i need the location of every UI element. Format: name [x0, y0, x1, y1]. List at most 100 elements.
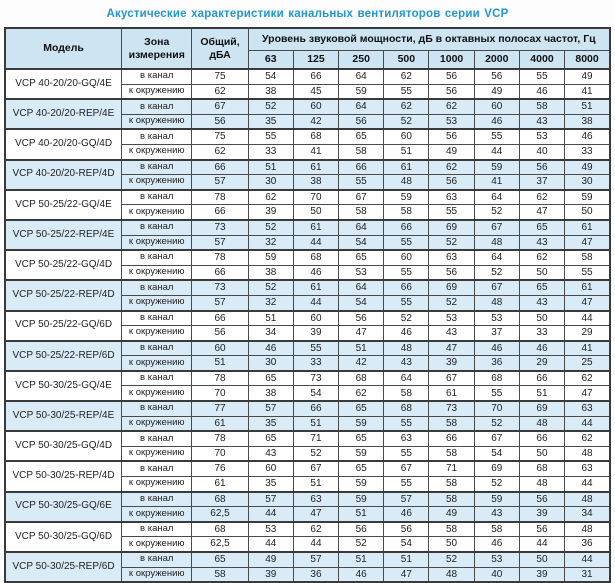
table-row-ambient: к окружению 51 30 33 42 43 39 36 29 25	[5, 355, 611, 372]
band-value-cell: 47	[428, 339, 475, 357]
table-row-duct: VCP 50-30/25-REP/6D в канал 65 49 57 51 51 52 53…	[4, 550, 611, 583]
band-value-cell: 37	[473, 325, 520, 342]
band-value-cell: 53	[473, 309, 520, 327]
band-value-cell: 39	[428, 355, 475, 372]
table-row-duct: VCP 50-30/25-REP/4E в канал 77 57 66 65 68 73 70…	[4, 400, 611, 432]
zone-cell: к окружению	[121, 506, 193, 523]
band-value-cell: 71	[292, 430, 340, 447]
band-value-cell: 56	[428, 83, 475, 100]
header-spl-group: Уровень звуковой мощности, дБ в октавных…	[247, 27, 611, 51]
band-value-cell: 61	[292, 158, 340, 176]
band-value-cell: 60	[292, 98, 340, 115]
total-dba-cell: 75	[191, 128, 249, 145]
band-value-cell: 66	[338, 158, 385, 176]
table-header: Модель Зона измерения Общий, дБА Уровень…	[4, 27, 611, 70]
band-value-cell: 47	[564, 294, 611, 312]
band-value-cell: 67	[292, 460, 340, 478]
band-value-cell: 56	[338, 520, 385, 538]
band-value-cell: 56	[518, 158, 566, 176]
band-value-cell: 35	[247, 113, 294, 130]
band-value-cell: 44	[292, 234, 340, 251]
band-value-cell: 66	[292, 67, 340, 85]
band-value-cell: 46	[518, 339, 566, 357]
band-value-cell: 53	[518, 128, 566, 145]
band-value-cell: 68	[292, 128, 340, 145]
band-value-cell: 71	[428, 460, 475, 478]
band-value-cell: 60	[383, 249, 430, 266]
band-value-cell: 39	[518, 566, 566, 583]
band-value-cell: 47	[338, 325, 385, 342]
table-row-ambient: к окружению 62,5 44 44 52 54 50 46 44 36	[5, 536, 611, 553]
band-value-cell: 52	[473, 204, 520, 221]
band-value-cell: 44	[564, 309, 611, 327]
band-value-cell: 53	[473, 550, 520, 568]
band-value-cell: 47	[292, 506, 340, 523]
band-value-cell: 39	[247, 204, 294, 221]
band-value-cell: 50	[564, 204, 611, 221]
zone-cell: в канал	[121, 369, 193, 387]
total-dba-cell: 57	[191, 234, 249, 251]
model-cell: VCP 50-30/25-GQ/4D	[4, 430, 123, 462]
band-value-cell: 59	[383, 188, 430, 206]
band-value-cell: 58	[383, 204, 430, 221]
band-value-cell: 55	[383, 234, 430, 251]
band-value-cell: 55	[564, 264, 611, 281]
model-cell: VCP 50-25/22-REP/6D	[4, 339, 123, 372]
band-value-cell: 51	[292, 476, 340, 493]
model-cell: VCP 40-20/20-GQ/4E	[4, 67, 123, 100]
band-value-cell: 31	[564, 566, 611, 583]
band-value-cell: 45	[292, 83, 340, 100]
model-cell: VCP 50-30/25-GQ/6E	[4, 490, 123, 523]
band-value-cell: 73	[292, 369, 340, 387]
band-value-cell: 59	[338, 490, 385, 508]
zone-cell: к окружению	[121, 476, 193, 493]
band-value-cell: 65	[338, 128, 385, 145]
band-value-cell: 55	[383, 83, 430, 100]
band-value-cell: 34	[564, 506, 611, 523]
band-value-cell: 60	[247, 460, 294, 478]
total-dba-cell: 78	[191, 249, 249, 266]
band-value-cell: 57	[247, 490, 294, 508]
band-value-cell: 53	[247, 520, 294, 538]
band-value-cell: 64	[338, 279, 385, 296]
band-value-cell: 69	[428, 279, 475, 296]
band-value-cell: 43	[247, 445, 294, 462]
band-value-cell: 52	[473, 264, 520, 281]
band-value-cell: 50	[292, 204, 340, 221]
band-value-cell: 73	[428, 400, 475, 417]
band-value-cell: 63	[564, 400, 611, 417]
band-value-cell: 54	[292, 385, 340, 402]
band-value-cell: 56	[518, 490, 566, 508]
zone-cell: к окружению	[121, 294, 193, 312]
band-value-cell: 33	[292, 355, 340, 372]
band-value-cell: 61	[564, 218, 611, 236]
band-value-cell: 59	[338, 415, 385, 432]
band-value-cell: 50	[518, 309, 566, 327]
band-value-cell: 62	[383, 67, 430, 85]
band-value-cell: 46	[564, 128, 611, 145]
table-row-ambient: к окружению 56 34 39 47 46 43 37 33 29	[5, 325, 611, 342]
total-dba-cell: 56	[191, 325, 249, 342]
band-value-cell: 55	[338, 174, 385, 191]
table-row-duct: VCP 50-25/22-REP/4D в канал 73 52 61 64 66 69 67…	[4, 279, 611, 312]
band-value-cell: 43	[518, 113, 566, 130]
band-value-cell: 39	[292, 325, 340, 342]
band-value-cell: 43	[473, 506, 520, 523]
band-value-cell: 46	[518, 83, 566, 100]
band-value-cell: 62	[518, 249, 566, 266]
band-value-cell: 46	[338, 566, 385, 583]
band-value-cell: 66	[383, 279, 430, 296]
band-value-cell: 67	[473, 218, 520, 236]
band-value-cell: 59	[473, 158, 520, 176]
band-value-cell: 55	[473, 385, 520, 402]
band-value-cell: 55	[247, 128, 294, 145]
band-value-cell: 67	[473, 430, 520, 447]
band-value-cell: 51	[292, 415, 340, 432]
table-row-ambient: к окружению 56 35 42 56 52 53 46 43 38	[5, 113, 611, 130]
band-value-cell: 44	[518, 536, 566, 553]
zone-cell: к окружению	[121, 83, 193, 100]
band-value-cell: 54	[247, 67, 294, 85]
total-dba-cell: 66	[191, 158, 249, 176]
total-dba-cell: 76	[191, 460, 249, 478]
band-value-cell: 64	[338, 67, 385, 85]
